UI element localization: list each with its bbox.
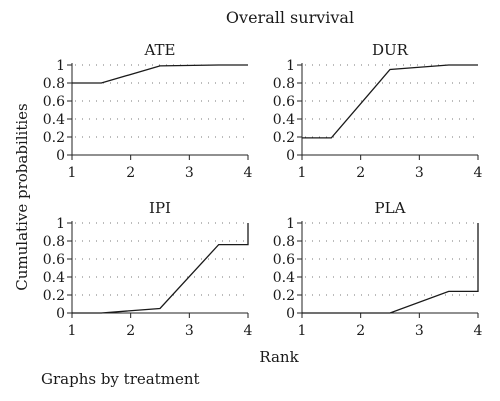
y-tick-label: 1 (286, 216, 295, 232)
y-tick-label: 0.8 (273, 76, 295, 92)
x-tick-label: 4 (244, 165, 253, 181)
x-tick-label: 1 (298, 165, 307, 181)
y-tick-label: 1 (56, 58, 65, 74)
y-tick-label: 0.4 (43, 112, 65, 128)
y-tick-label: 1 (286, 58, 295, 74)
y-tick-label: 1 (56, 216, 65, 232)
x-tick-label: 2 (356, 323, 365, 339)
y-tick-label: 0.4 (273, 270, 295, 286)
panel-grid: ATE 0 0.2 0.4 0.6 0.8 1 1 2 3 4 DUR 0 0.2 0.4 0.6 0.8 1 1 2… (43, 41, 483, 339)
x-tick-label: 4 (474, 165, 483, 181)
panel-title: ATE (144, 41, 176, 59)
panel-pla: PLA 0 0.2 0.4 0.6 0.8 1 1 2 3 4 (273, 199, 483, 339)
y-tick-label: 0 (56, 148, 65, 164)
y-tick-label: 0.8 (273, 234, 295, 250)
y-tick-label: 0.6 (43, 94, 65, 110)
panel-title: DUR (372, 41, 409, 59)
x-tick-label: 4 (474, 323, 483, 339)
x-axis-label: Rank (259, 348, 299, 366)
x-tick-label: 3 (415, 323, 424, 339)
panel-title: PLA (375, 199, 406, 217)
y-tick-label: 0.8 (43, 76, 65, 92)
y-tick-label: 0.2 (43, 288, 65, 304)
y-tick-label: 0.6 (273, 94, 295, 110)
cumulative-probability-line (72, 64, 248, 84)
x-tick-label: 4 (244, 323, 253, 339)
figure-title: Overall survival (226, 8, 354, 27)
y-tick-label: 0.6 (273, 252, 295, 268)
y-tick-label: 0 (286, 148, 295, 164)
y-tick-label: 0 (286, 306, 295, 322)
panel-title: IPI (149, 199, 171, 217)
panel-ipi: IPI 0 0.2 0.4 0.6 0.8 1 1 2 3 4 (43, 199, 253, 339)
panel-dur: DUR 0 0.2 0.4 0.6 0.8 1 1 2 3 4 (273, 41, 483, 181)
y-tick-label: 0 (56, 306, 65, 322)
panel-ate: ATE 0 0.2 0.4 0.6 0.8 1 1 2 3 4 (43, 41, 253, 181)
y-tick-label: 0.2 (273, 130, 295, 146)
cumulative-probability-line (72, 223, 249, 314)
y-tick-label: 0.2 (43, 130, 65, 146)
y-tick-label: 0.4 (43, 270, 65, 286)
x-tick-label: 1 (298, 323, 307, 339)
y-tick-label: 0.2 (273, 288, 295, 304)
x-tick-label: 2 (356, 165, 365, 181)
y-tick-label: 0.8 (43, 234, 65, 250)
figure-note: Graphs by treatment (41, 370, 200, 388)
x-tick-label: 3 (415, 165, 424, 181)
y-tick-label: 0.4 (273, 112, 295, 128)
x-tick-label: 3 (185, 323, 194, 339)
x-tick-label: 2 (126, 165, 135, 181)
x-tick-label: 3 (185, 165, 194, 181)
cumulative-probability-line (302, 64, 478, 139)
x-tick-label: 1 (68, 323, 77, 339)
x-tick-label: 2 (126, 323, 135, 339)
y-tick-label: 0.6 (43, 252, 65, 268)
x-tick-label: 1 (68, 165, 77, 181)
y-axis-label: Cumulative probabilities (13, 103, 31, 290)
cumulative-probability-line (302, 223, 479, 314)
